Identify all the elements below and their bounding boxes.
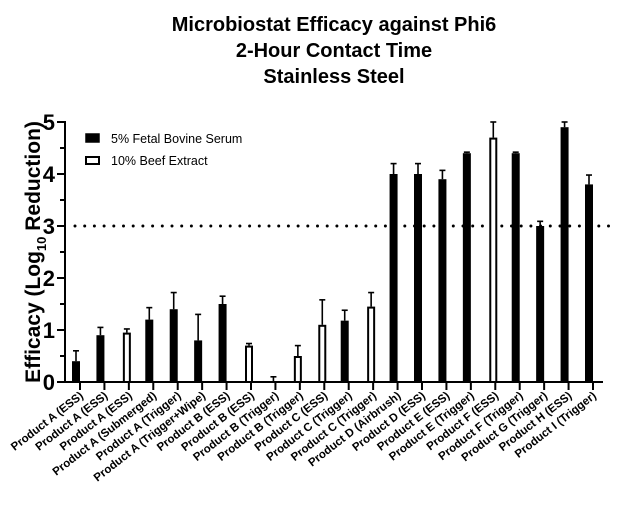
y-axis-label-subscript: 10 <box>34 237 49 251</box>
legend-label-beef: 10% Beef Extract <box>111 154 208 168</box>
bar <box>367 306 376 384</box>
bar <box>438 179 447 382</box>
legend-label-fbs: 5% Fetal Bovine Serum <box>111 132 242 146</box>
legend: 5% Fetal Bovine Serum 10% Beef Extract <box>85 132 242 168</box>
bar <box>169 309 178 382</box>
bar <box>585 184 593 382</box>
bar <box>414 174 422 382</box>
bar <box>536 226 545 382</box>
bar <box>293 356 302 383</box>
bar <box>194 340 203 382</box>
y-tick-label: 1 <box>43 318 55 343</box>
bar <box>122 332 131 384</box>
bar <box>340 320 349 382</box>
bar <box>72 361 80 382</box>
chart-title: Microbiostat Efficacy against Phi6 2-Hou… <box>172 14 497 88</box>
axes-layer: 0 1 2 3 4 5 <box>43 110 603 395</box>
bar <box>218 304 227 382</box>
legend-swatch-fbs <box>85 133 100 143</box>
title-line-2: 2-Hour Contact Time <box>236 40 432 62</box>
bar <box>245 345 253 384</box>
y-tick-label: 5 <box>43 110 55 135</box>
legend-swatch-beef <box>85 156 100 165</box>
title-line-3: Stainless Steel <box>263 66 404 88</box>
y-tick-label: 4 <box>43 162 56 187</box>
bar <box>462 153 471 382</box>
y-tick-label: 0 <box>43 370 55 395</box>
bar <box>145 319 154 382</box>
y-axis-label: Efficacy (Log10 Reduction) <box>22 121 49 383</box>
bar <box>389 174 398 382</box>
title-line-1: Microbiostat Efficacy against Phi6 <box>172 14 497 36</box>
y-tick-label: 2 <box>43 266 55 291</box>
y-axis-label-suffix: Reduction) <box>22 121 45 237</box>
bar <box>96 335 105 382</box>
bar <box>511 153 520 382</box>
bar <box>560 127 569 382</box>
bar <box>489 137 498 383</box>
y-axis-label-prefix: Efficacy (Log <box>22 251 45 383</box>
bar <box>318 324 327 383</box>
x-tick-labels: Product A (ESS)Product A (ESS)Product A … <box>9 390 599 485</box>
y-tick-label: 3 <box>43 214 55 239</box>
